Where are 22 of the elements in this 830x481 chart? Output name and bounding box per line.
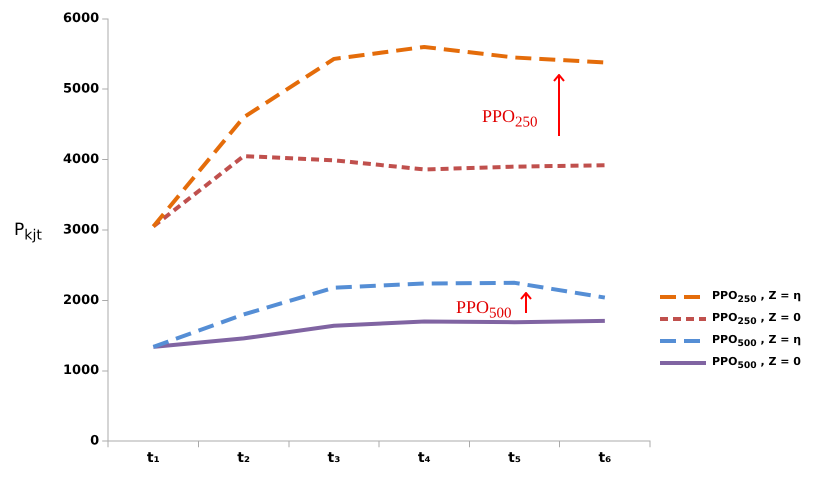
y-tick-label: 4000 <box>62 152 100 167</box>
x-tick-label: t₆ <box>598 450 612 466</box>
legend-label: PPO$_{250}$ , Z = 0 <box>712 310 801 328</box>
annotation: PPO$_{500}$ <box>456 297 512 323</box>
legend-label: PPO$_{250}$ , Z = η <box>712 288 802 306</box>
y-tick-label: 5000 <box>62 82 100 97</box>
y-tick-label: 6000 <box>62 11 100 26</box>
y-tick-label: 2000 <box>62 292 100 308</box>
annotation: PPO$_{250}$ <box>482 106 538 132</box>
x-tick-label: t₁ <box>146 450 160 466</box>
x-tick-label: t₄ <box>418 450 431 466</box>
y-tick-label: 3000 <box>62 222 100 238</box>
x-tick-label: t₃ <box>328 450 340 466</box>
y-tick-label: 1000 <box>62 363 100 378</box>
legend-label: PPO$_{500}$ , Z = η <box>712 332 802 350</box>
y-tick-label: 0 <box>90 434 100 449</box>
y-axis-title: P$_{kjt}$ <box>14 220 42 244</box>
x-tick-label: t₂ <box>237 450 250 466</box>
legend-label: PPO$_{500}$ , Z = 0 <box>712 354 801 372</box>
line-series <box>151 280 607 349</box>
x-tick-label: t₅ <box>508 450 521 466</box>
line-series <box>151 154 607 228</box>
